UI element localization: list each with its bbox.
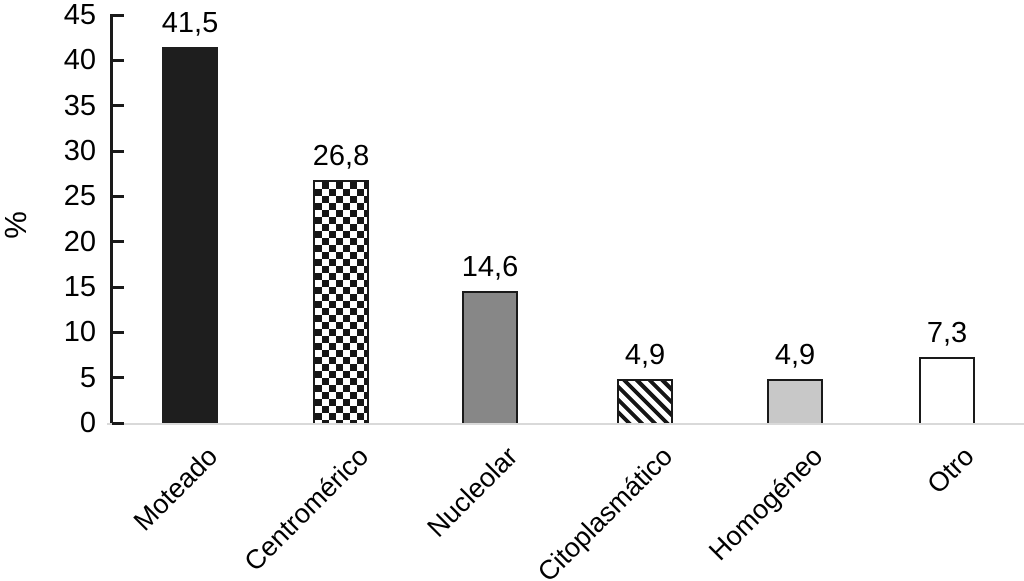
y-tick-label: 40 xyxy=(63,44,96,77)
y-tick-mark xyxy=(112,149,124,153)
x-category-label: Centromérico xyxy=(238,441,375,577)
bar-otro xyxy=(919,356,975,423)
y-tick-label: 30 xyxy=(63,135,96,167)
bar-value-label: 7,3 xyxy=(926,316,968,349)
y-tick-label: 45 xyxy=(63,0,96,31)
x-category-label: Citoplasmático xyxy=(531,441,679,581)
y-tick-mark xyxy=(112,240,124,244)
y-tick-label: 10 xyxy=(63,316,96,349)
bar-nucleolar xyxy=(462,290,518,423)
y-tick-label: 25 xyxy=(63,180,96,213)
bar-citoplasmático xyxy=(617,378,673,423)
bar-value-label: 26,8 xyxy=(312,140,370,172)
y-tick-mark xyxy=(112,104,124,108)
bar-centromérico xyxy=(313,180,369,423)
y-tick-label: 0 xyxy=(79,407,96,439)
bar-value-label: 41,5 xyxy=(161,6,219,39)
bar-value-label: 14,6 xyxy=(461,250,519,283)
y-axis-line xyxy=(110,14,113,425)
bar-homogéneo xyxy=(767,378,823,423)
y-tick-label: 5 xyxy=(79,361,96,394)
y-tick-mark xyxy=(112,421,124,425)
y-tick-mark xyxy=(112,58,124,62)
bar-value-label: 4,9 xyxy=(774,338,816,371)
bar-value-label: 4,9 xyxy=(624,338,666,371)
bar-moteado xyxy=(162,46,218,423)
x-category-label: Homogéneo xyxy=(702,441,829,567)
x-category-label: Moteado xyxy=(127,441,224,537)
y-tick-mark xyxy=(112,376,124,380)
x-category-label: Otro xyxy=(921,441,981,500)
y-tick-label: 15 xyxy=(63,271,96,303)
y-tick-mark xyxy=(112,330,124,334)
x-axis-baseline xyxy=(107,423,1024,425)
y-tick-label: 35 xyxy=(63,89,96,122)
x-category-label: Nucleolar xyxy=(421,441,524,543)
y-tick-mark xyxy=(112,194,124,198)
y-tick-label: 20 xyxy=(63,225,96,258)
y-tick-mark xyxy=(112,13,124,17)
y-tick-mark xyxy=(112,285,124,289)
